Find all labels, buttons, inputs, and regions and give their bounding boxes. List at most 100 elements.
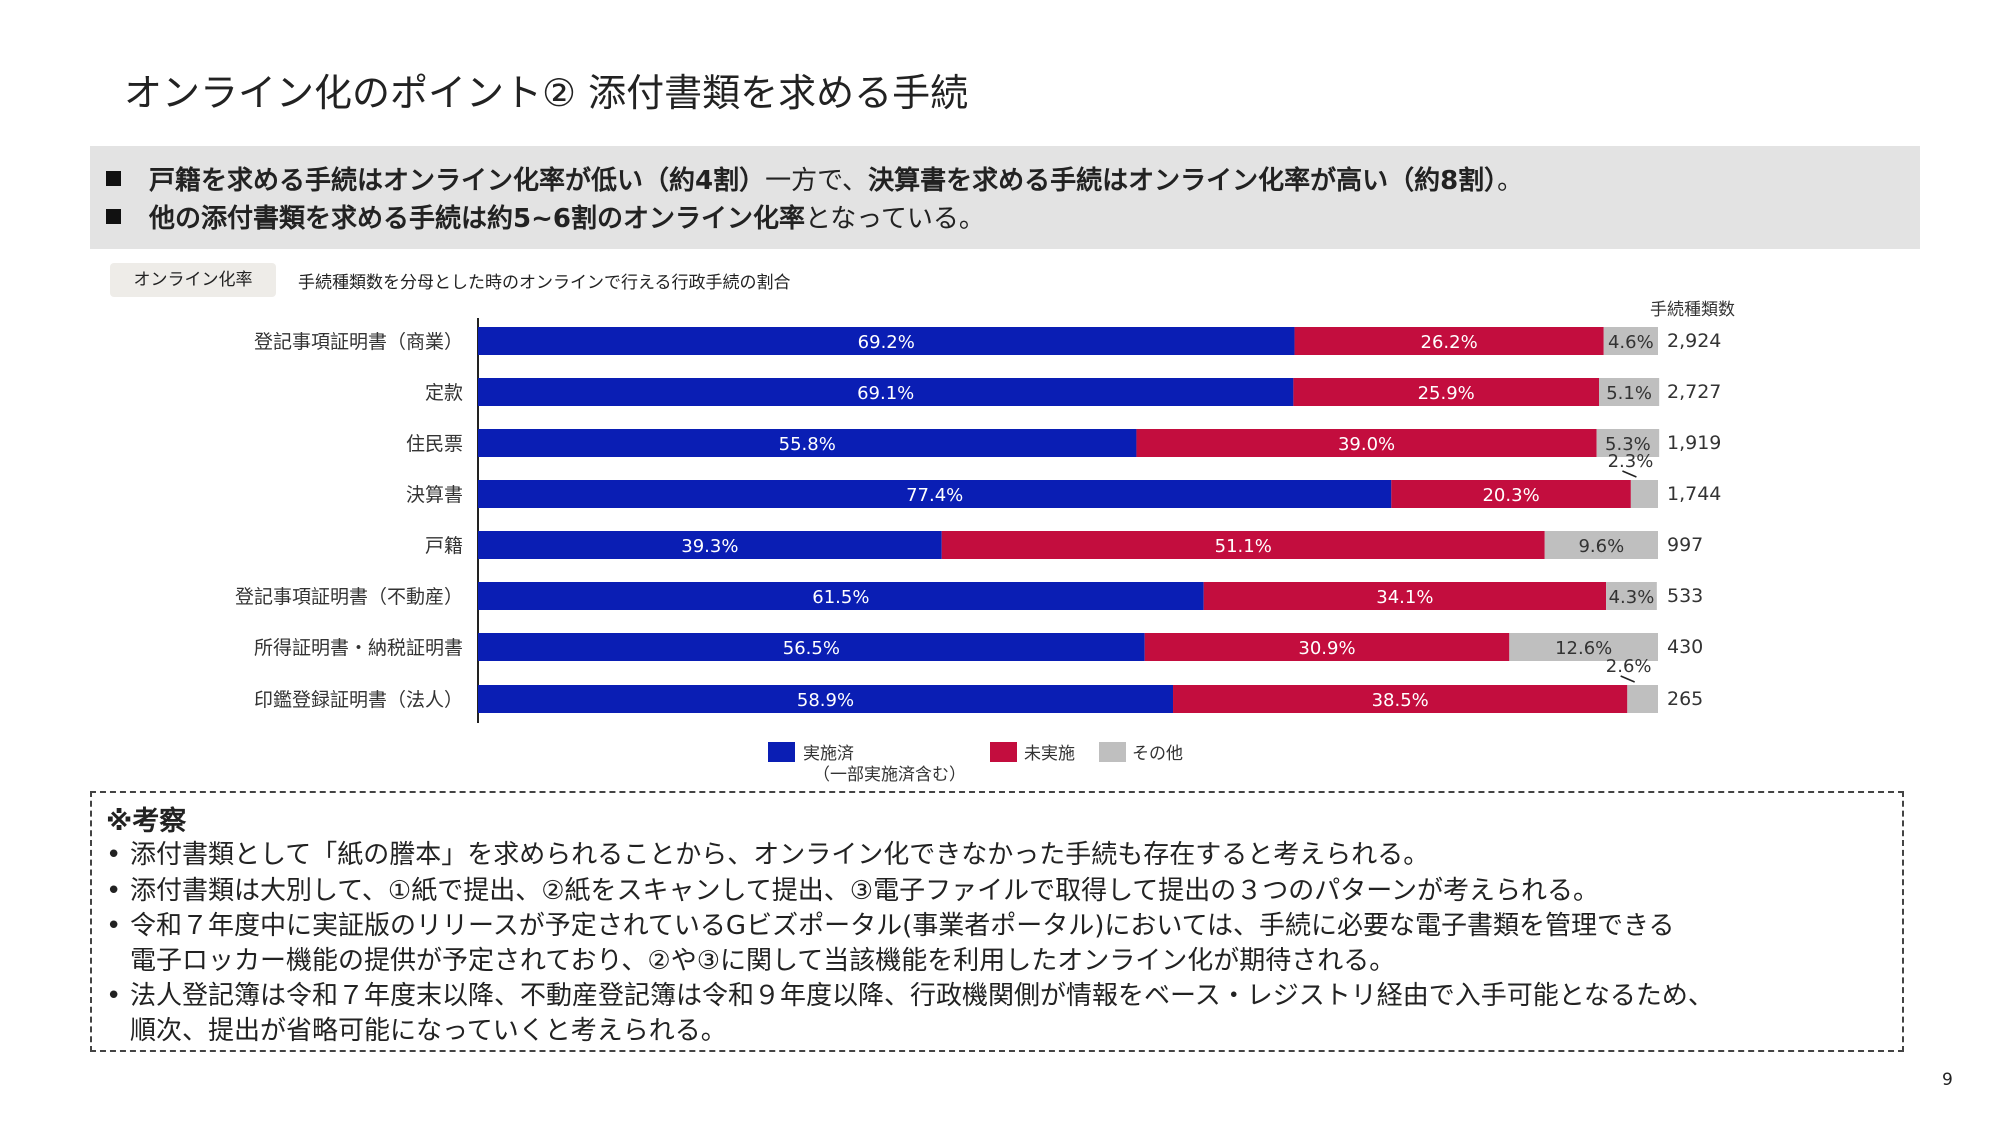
bullet-square-icon [106, 209, 121, 224]
legend-swatch [990, 742, 1017, 762]
data-label: 39.0% [1338, 434, 1395, 455]
bar-segment-implemented [478, 480, 1392, 508]
note-item: • 添付書類として「紙の謄本」を求められることから、オンライン化できなかった手続も… [106, 838, 1429, 873]
count-value: 1,919 [1667, 432, 1721, 454]
bar-segment-other [1599, 378, 1660, 406]
category-label: 印鑑登録証明書（法人） [254, 689, 463, 711]
bar-segment-implemented [478, 429, 1137, 457]
legend-swatch [1099, 742, 1126, 762]
count-value: 997 [1667, 534, 1703, 556]
data-label: 5.1% [1606, 383, 1652, 404]
note-item: • 令和７年度中に実証版のリリースが予定されているGビズポータル(事業者ポータル)… [106, 909, 1675, 979]
summary-text: 他の添付書類を求める手続は約5~6割のオンライン化率 [149, 204, 805, 234]
category-label: 定款 [425, 382, 463, 404]
bar-segment-not-implemented [1144, 633, 1510, 661]
summary-text: となっている。 [804, 204, 985, 234]
summary-text: 。 [1497, 166, 1524, 196]
category-label: 所得証明書・納税証明書 [254, 637, 463, 659]
note-text: 電子ロッカー機能の提供が予定されており、②や③に関して当該機能を利用したオンライ… [130, 946, 1396, 976]
data-label: 26.2% [1421, 332, 1478, 353]
bullet-icon: • [106, 876, 122, 906]
data-label: 39.3% [681, 536, 738, 557]
bar-segment-not-implemented [1391, 480, 1631, 508]
data-label: 56.5% [783, 638, 840, 659]
metric-tag: オンライン化率 [110, 263, 276, 297]
data-label: 55.8% [779, 434, 836, 455]
count-value: 533 [1667, 585, 1703, 607]
summary-line-1: 戸籍を求める手続はオンライン化率が低い（約4割）一方で、決算書を求める手続はオン… [106, 160, 1523, 197]
bullet-icon: • [106, 911, 122, 941]
note-text: 添付書類として「紙の謄本」を求められることから、オンライン化できなかった手続も存… [130, 840, 1430, 870]
legend-label: その他 [1132, 744, 1183, 764]
note-item: • 法人登記簿は令和７年度末以降、不動産登記簿は令和９年度以降、行政機関側が情報を… [106, 979, 1714, 1049]
bar-segment-implemented [478, 582, 1204, 610]
data-label: 38.5% [1372, 690, 1429, 711]
data-label: 4.3% [1609, 587, 1655, 608]
bar-segment-implemented [478, 531, 942, 559]
data-label: 2.3% [1608, 451, 1654, 472]
count-header: 手続種類数 [1650, 300, 1735, 320]
bullet-square-icon [106, 171, 121, 186]
count-value: 2,727 [1667, 381, 1721, 403]
notes-title: ※考察 [106, 806, 187, 837]
bullet-icon: • [106, 981, 122, 1011]
bar-segment-other [1596, 429, 1660, 457]
count-value: 2,924 [1667, 330, 1721, 352]
count-value: 1,744 [1667, 483, 1721, 505]
category-label: 戸籍 [425, 535, 463, 557]
bar-segment-other [1627, 685, 1658, 713]
bar-segment-not-implemented [1173, 685, 1628, 713]
category-label: 登記事項証明書（不動産） [235, 586, 463, 608]
category-label: 登記事項証明書（商業） [254, 331, 463, 353]
legend-swatch [768, 742, 795, 762]
legend-sublabel: （一部実施済含む） [813, 765, 966, 785]
bar-segment-not-implemented [1203, 582, 1607, 610]
legend-label: 実施済 [803, 744, 854, 764]
data-label: 58.9% [797, 690, 854, 711]
data-label: 2.6% [1606, 656, 1652, 677]
bar-segment-not-implemented [1294, 327, 1604, 355]
bar-segment-not-implemented [1136, 429, 1597, 457]
bar-segment-other [1509, 633, 1658, 661]
bar-segment-implemented [478, 327, 1295, 355]
count-value: 430 [1667, 636, 1703, 658]
note-text: 法人登記簿は令和７年度末以降、不動産登記簿は令和９年度以降、行政機関側が情報をベ… [130, 981, 1714, 1011]
data-label: 4.6% [1608, 332, 1654, 353]
bar-segment-other [1630, 480, 1658, 508]
bullet-icon: • [106, 840, 122, 870]
data-label: 77.4% [906, 485, 963, 506]
data-label: 5.3% [1605, 434, 1651, 455]
summary-line-2: 他の添付書類を求める手続は約5~6割のオンライン化率となっている。 [106, 198, 985, 235]
summary-text: 一方で、 [765, 166, 869, 196]
bar-segment-not-implemented [941, 531, 1545, 559]
label-leader-line [1620, 675, 1635, 683]
data-label: 61.5% [812, 587, 869, 608]
page-title: オンライン化のポイント② 添付書類を求める手続 [124, 71, 969, 115]
bar-segment-other [1606, 582, 1657, 610]
bar-segment-implemented [478, 633, 1145, 661]
data-label: 69.1% [857, 383, 914, 404]
bar-segment-implemented [478, 378, 1294, 406]
count-value: 265 [1667, 688, 1703, 710]
category-label: 決算書 [406, 484, 463, 506]
notes-box: ※考察 • 添付書類として「紙の謄本」を求められることから、オンライン化できなかっ… [90, 791, 1904, 1052]
data-label: 69.2% [858, 332, 915, 353]
data-label: 51.1% [1215, 536, 1272, 557]
data-label: 30.9% [1298, 638, 1355, 659]
summary-text: 決算書を求める手続はオンライン化率が高い（約8割） [868, 166, 1498, 196]
metric-description: 手続種類数を分母とした時のオンラインで行える行政手続の割合 [298, 273, 791, 293]
data-label: 12.6% [1555, 638, 1612, 659]
bar-segment-not-implemented [1293, 378, 1599, 406]
note-text: 順次、提出が省略可能になっていくと考えられる。 [130, 1016, 727, 1046]
bar-segment-other [1603, 327, 1658, 355]
bar-segment-other [1544, 531, 1658, 559]
legend-label: 未実施 [1024, 744, 1075, 764]
note-text: 添付書類は大別して、①紙で提出、②紙をスキャンして提出、③電子ファイルで取得して… [130, 876, 1599, 906]
bar-segment-implemented [478, 685, 1174, 713]
page-number: 9 [1942, 1070, 1953, 1090]
data-label: 25.9% [1418, 383, 1475, 404]
category-label: 住民票 [406, 433, 463, 455]
summary-text: 戸籍を求める手続はオンライン化率が低い（約4割） [149, 166, 766, 196]
data-label: 34.1% [1376, 587, 1433, 608]
